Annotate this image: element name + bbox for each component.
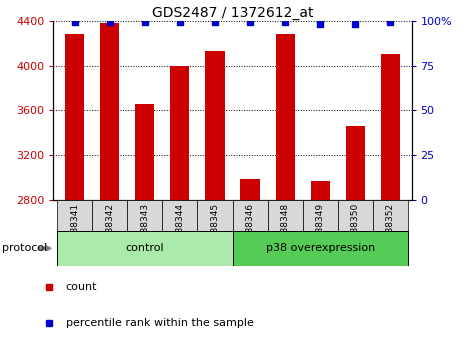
- Bar: [311, 181, 330, 200]
- Bar: [205, 51, 225, 200]
- Title: GDS2487 / 1372612_at: GDS2487 / 1372612_at: [152, 6, 313, 20]
- Text: count: count: [66, 282, 97, 292]
- Bar: [232, 200, 267, 235]
- Bar: [275, 34, 295, 200]
- Bar: [267, 200, 303, 235]
- Bar: [345, 126, 365, 200]
- Bar: [373, 200, 408, 235]
- Text: protocol: protocol: [2, 244, 47, 253]
- Text: control: control: [126, 244, 164, 253]
- Bar: [135, 104, 154, 200]
- Bar: [198, 200, 232, 235]
- Bar: [232, 231, 408, 266]
- Bar: [381, 55, 400, 200]
- Text: GSM88346: GSM88346: [246, 203, 254, 252]
- Bar: [338, 200, 373, 235]
- Text: GSM88348: GSM88348: [281, 203, 290, 252]
- Bar: [170, 66, 190, 200]
- Text: GSM88345: GSM88345: [211, 203, 219, 252]
- Text: GSM88350: GSM88350: [351, 203, 360, 252]
- Bar: [57, 231, 232, 266]
- Bar: [303, 200, 338, 235]
- Text: percentile rank within the sample: percentile rank within the sample: [66, 318, 254, 328]
- Bar: [92, 200, 127, 235]
- Bar: [240, 179, 260, 200]
- Bar: [100, 23, 120, 200]
- Text: p38 overexpression: p38 overexpression: [266, 244, 375, 253]
- Bar: [127, 200, 162, 235]
- Text: GSM88341: GSM88341: [70, 203, 79, 252]
- Bar: [65, 34, 84, 200]
- Text: GSM88343: GSM88343: [140, 203, 149, 252]
- Bar: [162, 200, 198, 235]
- Text: GSM88344: GSM88344: [175, 203, 184, 252]
- Bar: [57, 200, 92, 235]
- Text: GSM88342: GSM88342: [105, 203, 114, 252]
- Text: GSM88349: GSM88349: [316, 203, 325, 252]
- Text: GSM88352: GSM88352: [386, 203, 395, 252]
